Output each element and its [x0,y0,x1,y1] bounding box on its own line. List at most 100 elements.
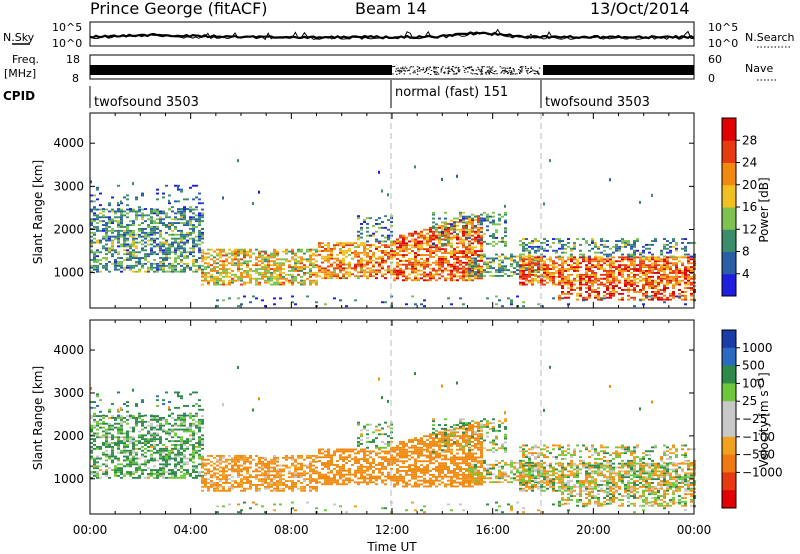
velocity-cell [198,422,201,425]
velocity-cell [231,476,234,479]
velocity-cell [162,444,165,446]
power-cell [333,273,336,276]
velocity-cell [141,469,144,471]
power-cell [312,248,315,251]
velocity-cell [264,470,267,473]
power-cell [351,251,354,254]
velocity-cell [123,449,126,452]
power-cell [216,299,219,302]
velocity-cell [99,410,102,413]
power-cell [564,277,567,280]
power-cell [519,243,522,246]
power-cell [657,289,660,291]
power-cell [195,196,198,199]
power-cell [333,275,336,278]
power-cell [129,245,132,248]
power-cell [264,305,267,308]
power-cell [309,279,312,282]
power-cell [201,220,204,223]
power-cell [213,262,216,265]
power-cell [612,294,615,297]
power-cell [492,257,495,260]
velocity-cell [147,430,150,433]
velocity-cell [264,474,267,477]
velocity-cell [105,422,108,425]
power-cell [162,237,165,240]
power-cell [456,246,459,249]
power-cell [261,254,264,257]
power-cell [405,254,408,256]
power-cell [267,268,270,270]
velocity-cell [120,451,123,454]
power-cell [159,268,162,271]
power-cell [588,273,591,276]
power-cell [438,258,441,260]
power-cell [417,259,420,262]
velocity-cell [279,482,282,484]
velocity-cell [183,405,186,407]
power-cell [312,281,315,284]
power-cell [486,225,489,228]
power-cell [375,238,378,241]
power-x-ticks [89,113,695,308]
power-cell [393,277,396,280]
power-cell [174,257,177,259]
power-cell [129,259,132,261]
power-cell [147,268,150,271]
power-cell [450,279,453,282]
velocity-cell [204,462,207,465]
power-cell [444,244,447,247]
power-cell [138,210,141,213]
nave-dot [495,70,497,72]
power-cell [396,254,399,256]
power-cell [627,243,630,246]
velocity-cell [90,457,93,460]
power-cell [189,251,192,254]
power-cell [144,245,147,248]
power-cell [369,261,372,264]
power-cell [615,249,618,252]
power-cell [690,289,693,291]
power-cell [186,208,189,210]
power-cell [675,266,678,269]
power-cell [663,245,666,248]
power-cell [108,270,111,273]
velocity-cell [201,480,204,482]
power-cell [189,231,192,234]
power-cell [438,237,441,239]
velocity-cell [147,449,150,452]
power-cell [258,277,261,280]
nave-dot [449,71,451,72]
power-cell [147,226,150,228]
power-cell [579,243,582,246]
power-cell [627,294,630,297]
power-cell [324,259,327,262]
power-cell [669,294,672,297]
power-cell [264,275,267,278]
power-cell [381,255,384,258]
power-cell [171,245,174,248]
power-cell [117,235,120,238]
power-cell [414,277,417,280]
power-cell [99,208,102,211]
power-cell [651,243,654,246]
power-cell [573,262,576,265]
velocity-cell [114,467,117,470]
power-cell [339,267,342,270]
power-cell [405,259,408,262]
power-cell [645,279,648,282]
velocity-cell [90,401,93,403]
power-cell [543,272,546,274]
power-cell [153,253,156,256]
nave-dot [538,73,540,75]
power-cell [210,270,213,272]
power-cell [660,270,663,272]
power-cell [324,275,327,278]
power-cell [534,259,537,262]
power-cell [327,253,330,256]
power-cell [531,247,534,250]
power-cell [159,210,162,213]
power-cell [249,301,252,304]
velocity-cell [165,459,168,462]
power-cell [468,269,471,272]
